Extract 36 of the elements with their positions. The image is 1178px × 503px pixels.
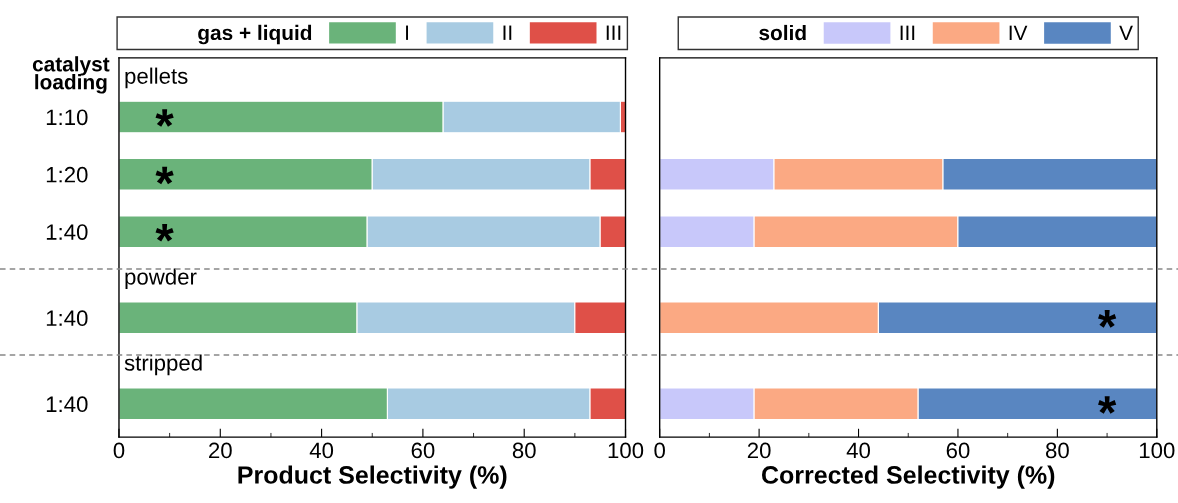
legend-label: III bbox=[606, 25, 621, 40]
x-tick-label: 60 bbox=[411, 442, 435, 459]
x-tick-label: 40 bbox=[846, 442, 871, 459]
x-tick-label: 100 bbox=[1139, 442, 1175, 459]
annotation: * bbox=[155, 224, 174, 242]
annotation: * bbox=[155, 166, 174, 185]
y-tick-label: 1:40 bbox=[46, 224, 88, 240]
annotation: pellets bbox=[125, 67, 188, 89]
annotation: powder bbox=[125, 268, 197, 290]
x-tick-label: 20 bbox=[747, 442, 771, 459]
y-tick-label: 1:40 bbox=[46, 310, 88, 327]
y-tick-label: 1:10 bbox=[46, 109, 88, 126]
annotation: * bbox=[155, 109, 174, 127]
annotation: stripped bbox=[124, 354, 202, 376]
annotation: * bbox=[1098, 310, 1117, 328]
x-tick-label: 80 bbox=[1045, 442, 1069, 459]
y-axis-title: catalyst loading bbox=[32, 56, 110, 94]
y-tick-label: 1:20 bbox=[46, 166, 88, 183]
legend-label: IV bbox=[1009, 25, 1028, 40]
legend-title: gas + liquid bbox=[198, 24, 312, 45]
x-axis-title: Product Selectivity (%) bbox=[238, 465, 507, 489]
x-axis-title: Corrected Selectivity (%) bbox=[762, 465, 1055, 489]
annotation: * bbox=[1098, 396, 1117, 414]
legend-title: solid bbox=[759, 24, 806, 41]
x-tick-label: 80 bbox=[512, 442, 536, 459]
legend-label: II bbox=[503, 25, 512, 40]
legend-label: III bbox=[900, 25, 915, 40]
legend-label: I bbox=[406, 25, 409, 40]
x-tick-label: 20 bbox=[209, 442, 232, 459]
x-tick-label: 60 bbox=[946, 442, 970, 459]
legend-label: V bbox=[1119, 25, 1133, 40]
x-tick-label: 40 bbox=[309, 442, 334, 459]
y-tick-label: 1:40 bbox=[46, 396, 88, 413]
x-tick-label: 0 bbox=[113, 442, 125, 459]
x-tick-label: 100 bbox=[608, 442, 644, 459]
x-tick-label: 0 bbox=[654, 442, 665, 459]
